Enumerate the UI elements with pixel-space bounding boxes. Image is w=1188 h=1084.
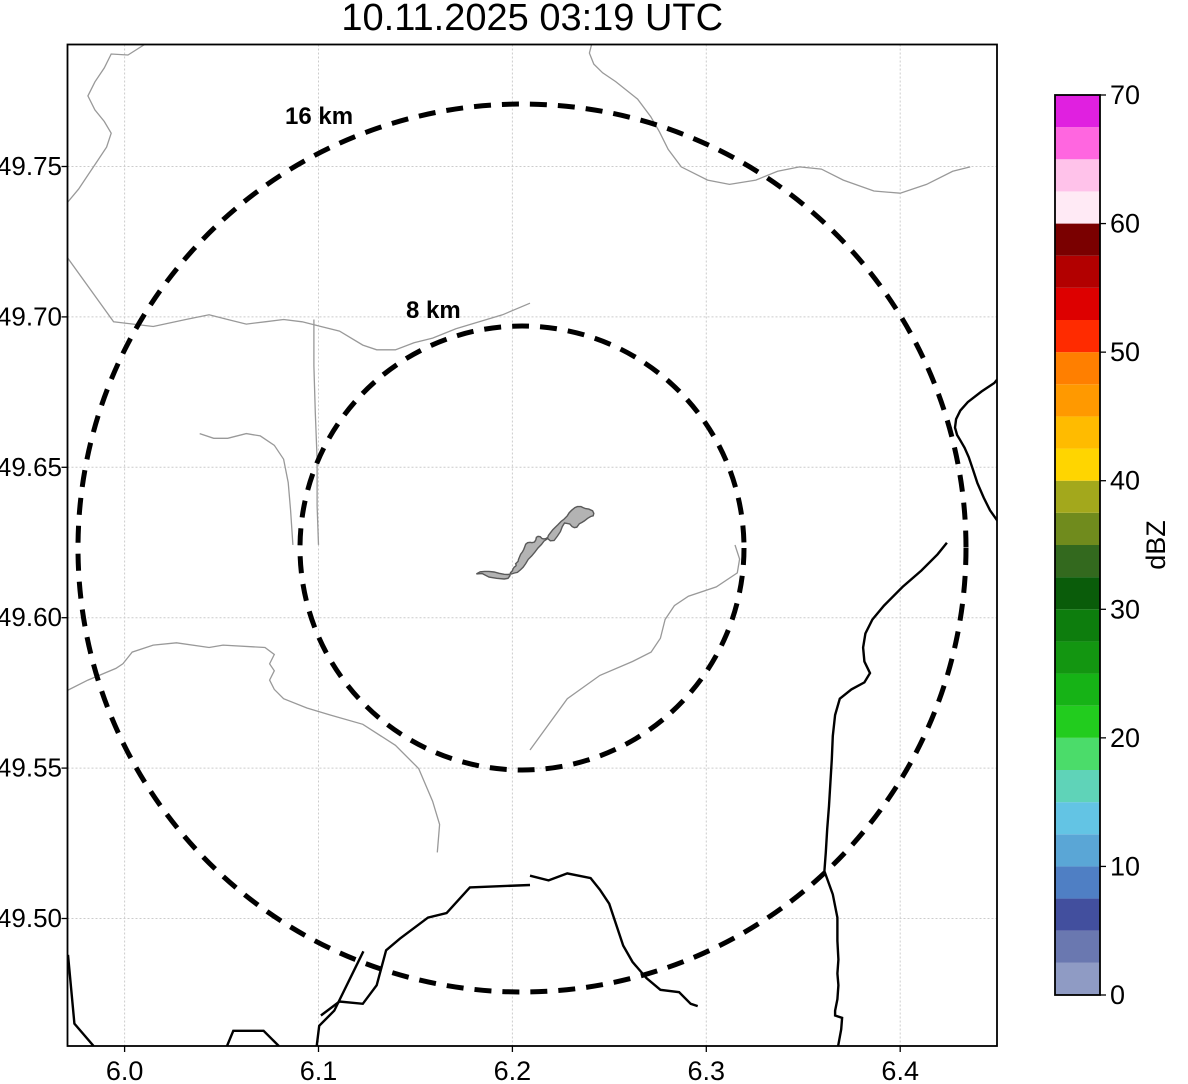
svg-text:8 km: 8 km: [406, 297, 461, 324]
svg-text:49.70: 49.70: [0, 301, 62, 331]
svg-text:49.50: 49.50: [0, 903, 62, 933]
svg-text:6.3: 6.3: [688, 1056, 726, 1084]
svg-text:30: 30: [1110, 594, 1140, 624]
svg-text:6.0: 6.0: [106, 1056, 144, 1084]
svg-text:6.1: 6.1: [300, 1056, 338, 1084]
svg-text:40: 40: [1110, 466, 1140, 496]
svg-text:0: 0: [1110, 980, 1125, 1010]
svg-text:70: 70: [1110, 80, 1140, 110]
svg-text:50: 50: [1110, 337, 1140, 367]
svg-text:6.4: 6.4: [881, 1056, 919, 1084]
svg-text:49.75: 49.75: [0, 151, 62, 181]
svg-text:60: 60: [1110, 209, 1140, 239]
svg-text:6.2: 6.2: [494, 1056, 532, 1084]
svg-text:20: 20: [1110, 723, 1140, 753]
svg-text:dBZ: dBZ: [1141, 520, 1171, 570]
svg-text:49.55: 49.55: [0, 753, 62, 783]
svg-text:49.65: 49.65: [0, 452, 62, 482]
svg-text:49.60: 49.60: [0, 602, 62, 632]
svg-text:10: 10: [1110, 851, 1140, 881]
svg-text:16 km: 16 km: [285, 103, 353, 130]
